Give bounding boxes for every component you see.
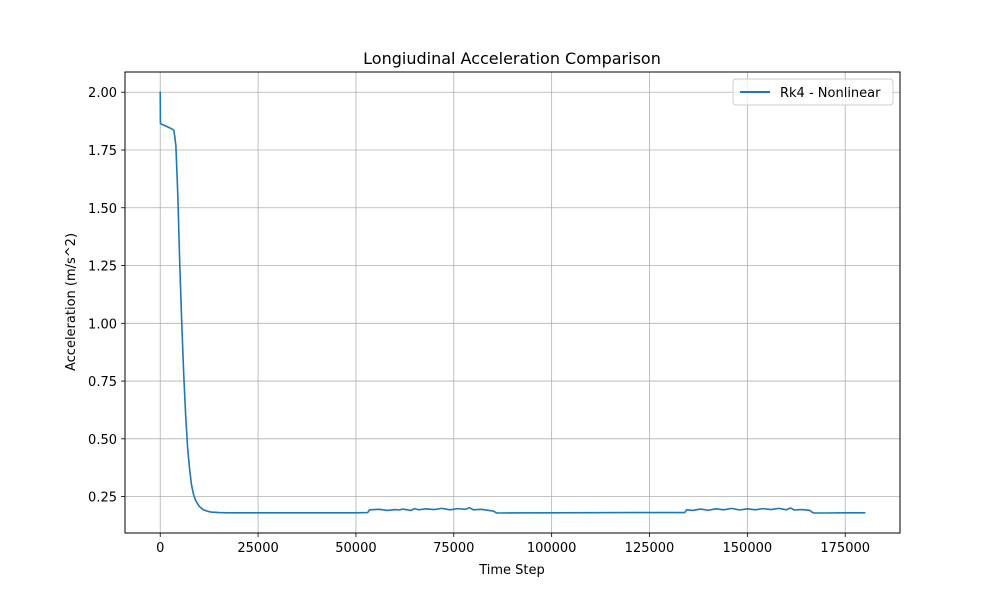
x-tick-label: 0 xyxy=(156,541,164,556)
plot-area-frame xyxy=(124,71,901,534)
chart-title: Longiudinal Acceleration Comparison xyxy=(363,49,661,68)
x-axis-label: Time Step xyxy=(478,563,545,578)
x-tick-label: 75000 xyxy=(433,541,474,556)
series-line xyxy=(159,91,866,514)
y-tick-label: 1.75 xyxy=(88,144,117,159)
series-layer xyxy=(159,91,866,514)
grid-lines xyxy=(125,72,900,533)
legend: Rk4 - Nonlinear xyxy=(732,78,894,106)
x-tick-label: 50000 xyxy=(335,541,376,556)
y-tick-label: 1.25 xyxy=(88,260,117,275)
x-axis-ticks: 0 25000 50000 75000 100000 125000 150000 175000 xyxy=(156,533,870,556)
x-tick-label: 125000 xyxy=(625,541,675,556)
y-tick-label: 0.75 xyxy=(88,375,117,390)
y-tick-label: 0.25 xyxy=(88,491,117,506)
legend-box xyxy=(732,78,894,106)
x-tick-label: 25000 xyxy=(237,541,278,556)
y-tick-label: 1.50 xyxy=(88,202,117,217)
y-axis-ticks: 0.25 0.50 0.75 1.00 1.25 1.50 1.75 2.00 xyxy=(88,86,125,506)
y-tick-label: 1.00 xyxy=(88,317,117,332)
y-axis-label: Acceleration (m/s^2) xyxy=(64,233,79,371)
x-tick-label: 150000 xyxy=(723,541,773,556)
x-tick-label: 175000 xyxy=(820,541,870,556)
legend-label: Rk4 - Nonlinear xyxy=(780,86,881,101)
y-tick-label: 2.00 xyxy=(88,86,117,101)
x-tick-label: 100000 xyxy=(527,541,577,556)
y-tick-label: 0.50 xyxy=(88,433,117,448)
